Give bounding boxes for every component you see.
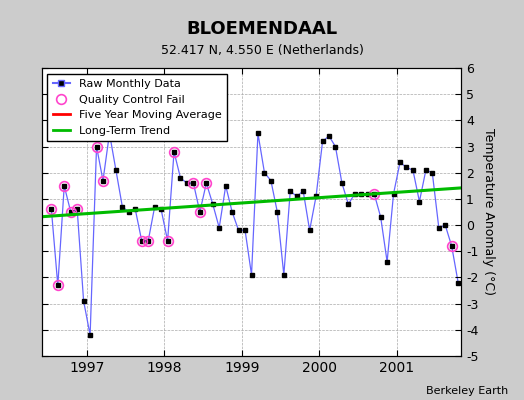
Text: Berkeley Earth: Berkeley Earth — [426, 386, 508, 396]
Text: 52.417 N, 4.550 E (Netherlands): 52.417 N, 4.550 E (Netherlands) — [160, 44, 364, 57]
Y-axis label: Temperature Anomaly (°C): Temperature Anomaly (°C) — [482, 128, 495, 296]
Text: BLOEMENDAAL: BLOEMENDAAL — [187, 20, 337, 38]
Legend: Raw Monthly Data, Quality Control Fail, Five Year Moving Average, Long-Term Tren: Raw Monthly Data, Quality Control Fail, … — [48, 74, 227, 141]
